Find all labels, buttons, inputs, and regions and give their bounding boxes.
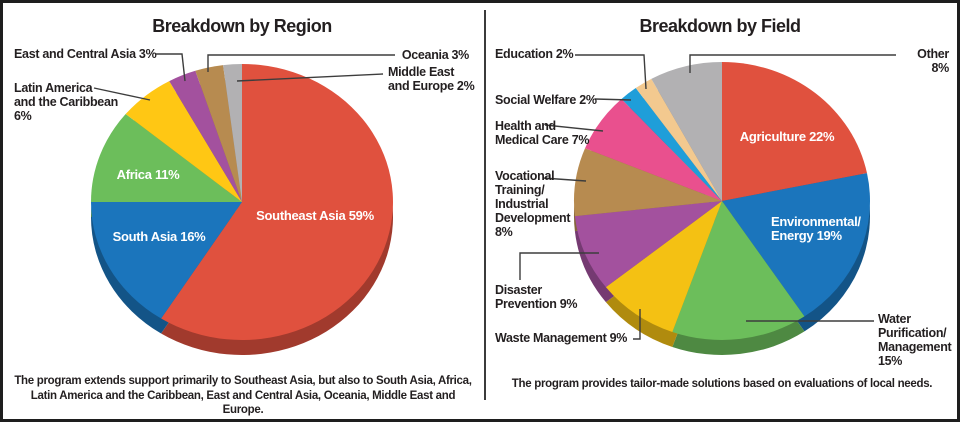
- label-disaster-prevention: Disaster Prevention 9%: [495, 283, 578, 311]
- leader-line-east-and-central-asia: [156, 53, 186, 82]
- leader-line-latin-america: [93, 87, 151, 101]
- leader-line-health-and-medical-care: [544, 124, 604, 132]
- slice-water-purification-management: [672, 201, 805, 340]
- label-middle-east-and-europe: Middle East and Europe 2%: [388, 65, 475, 93]
- label-africa: Africa 11%: [116, 167, 180, 182]
- slice-environmental-energy: [722, 173, 870, 317]
- slice-east-and-central-asia: [169, 70, 242, 202]
- label-oceania: Oceania 3%: [401, 48, 469, 62]
- slice-other: [651, 62, 722, 201]
- slice-social-welfare: [621, 88, 722, 201]
- chart-labels-layer: Southeast Asia 59% South Asia 16% Africa 1…: [3, 3, 957, 419]
- label-environmental-energy: Environmental/ Energy 19%: [771, 214, 861, 243]
- leader-line-oceania: [207, 54, 395, 72]
- leader-line-disaster-prevention: [519, 252, 599, 280]
- left-chart-title: Breakdown by Region: [152, 16, 332, 36]
- slice-oceania: [195, 65, 242, 203]
- label-south-asia: South Asia 16%: [112, 229, 206, 244]
- leader-line-middle-east-and-europe: [236, 73, 384, 82]
- leader-line-other: [689, 54, 896, 73]
- leader-line-social-welfare: [594, 98, 632, 101]
- panel-divider: [484, 10, 486, 400]
- slice-waste-management: [605, 201, 722, 332]
- label-waste-management: Waste Management 9%: [495, 331, 628, 345]
- label-agriculture: Agriculture 22%: [739, 129, 835, 144]
- label-other: Other 8%: [917, 47, 949, 75]
- label-southeast-asia: Southeast Asia 59%: [256, 208, 374, 223]
- slice-latin-america-and-the-caribbean: [125, 81, 242, 202]
- leader-line-vocational-training: [542, 177, 587, 182]
- label-latin-america: Latin America and the Caribbean 6%: [14, 81, 118, 123]
- slice-middle-east-and-europe: [223, 64, 242, 202]
- slice-health-and-medical-care: [585, 98, 722, 201]
- right-chart-caption: The program provides tailor-made solutio…: [511, 378, 933, 390]
- slice-vocational-training-industrial-development: [574, 148, 722, 217]
- leader-line-education: [575, 54, 647, 90]
- slice-africa: [91, 114, 242, 202]
- slice-education: [635, 78, 722, 201]
- label-vocational-training: Vocational Training/ Industrial Developm…: [495, 169, 571, 239]
- left-chart-caption: The program extends support primarily to…: [14, 375, 472, 416]
- label-water-purification: Water Purification/ Management 15%: [878, 312, 952, 368]
- slice-southeast-asia: [161, 64, 393, 340]
- pie-charts-svg: [91, 53, 896, 356]
- slice-disaster-prevention: [574, 201, 722, 288]
- slice-agriculture: [722, 62, 867, 201]
- label-health-and-medical-care: Health and Medical Care 7%: [495, 119, 590, 147]
- label-east-and-central-asia: East and Central Asia 3%: [14, 47, 157, 61]
- slice-south-asia: [91, 202, 242, 319]
- leader-line-waste-management: [633, 309, 641, 340]
- label-social-welfare: Social Welfare 2%: [495, 93, 597, 107]
- label-education: Education 2%: [495, 47, 574, 61]
- right-chart-title: Breakdown by Field: [639, 16, 801, 36]
